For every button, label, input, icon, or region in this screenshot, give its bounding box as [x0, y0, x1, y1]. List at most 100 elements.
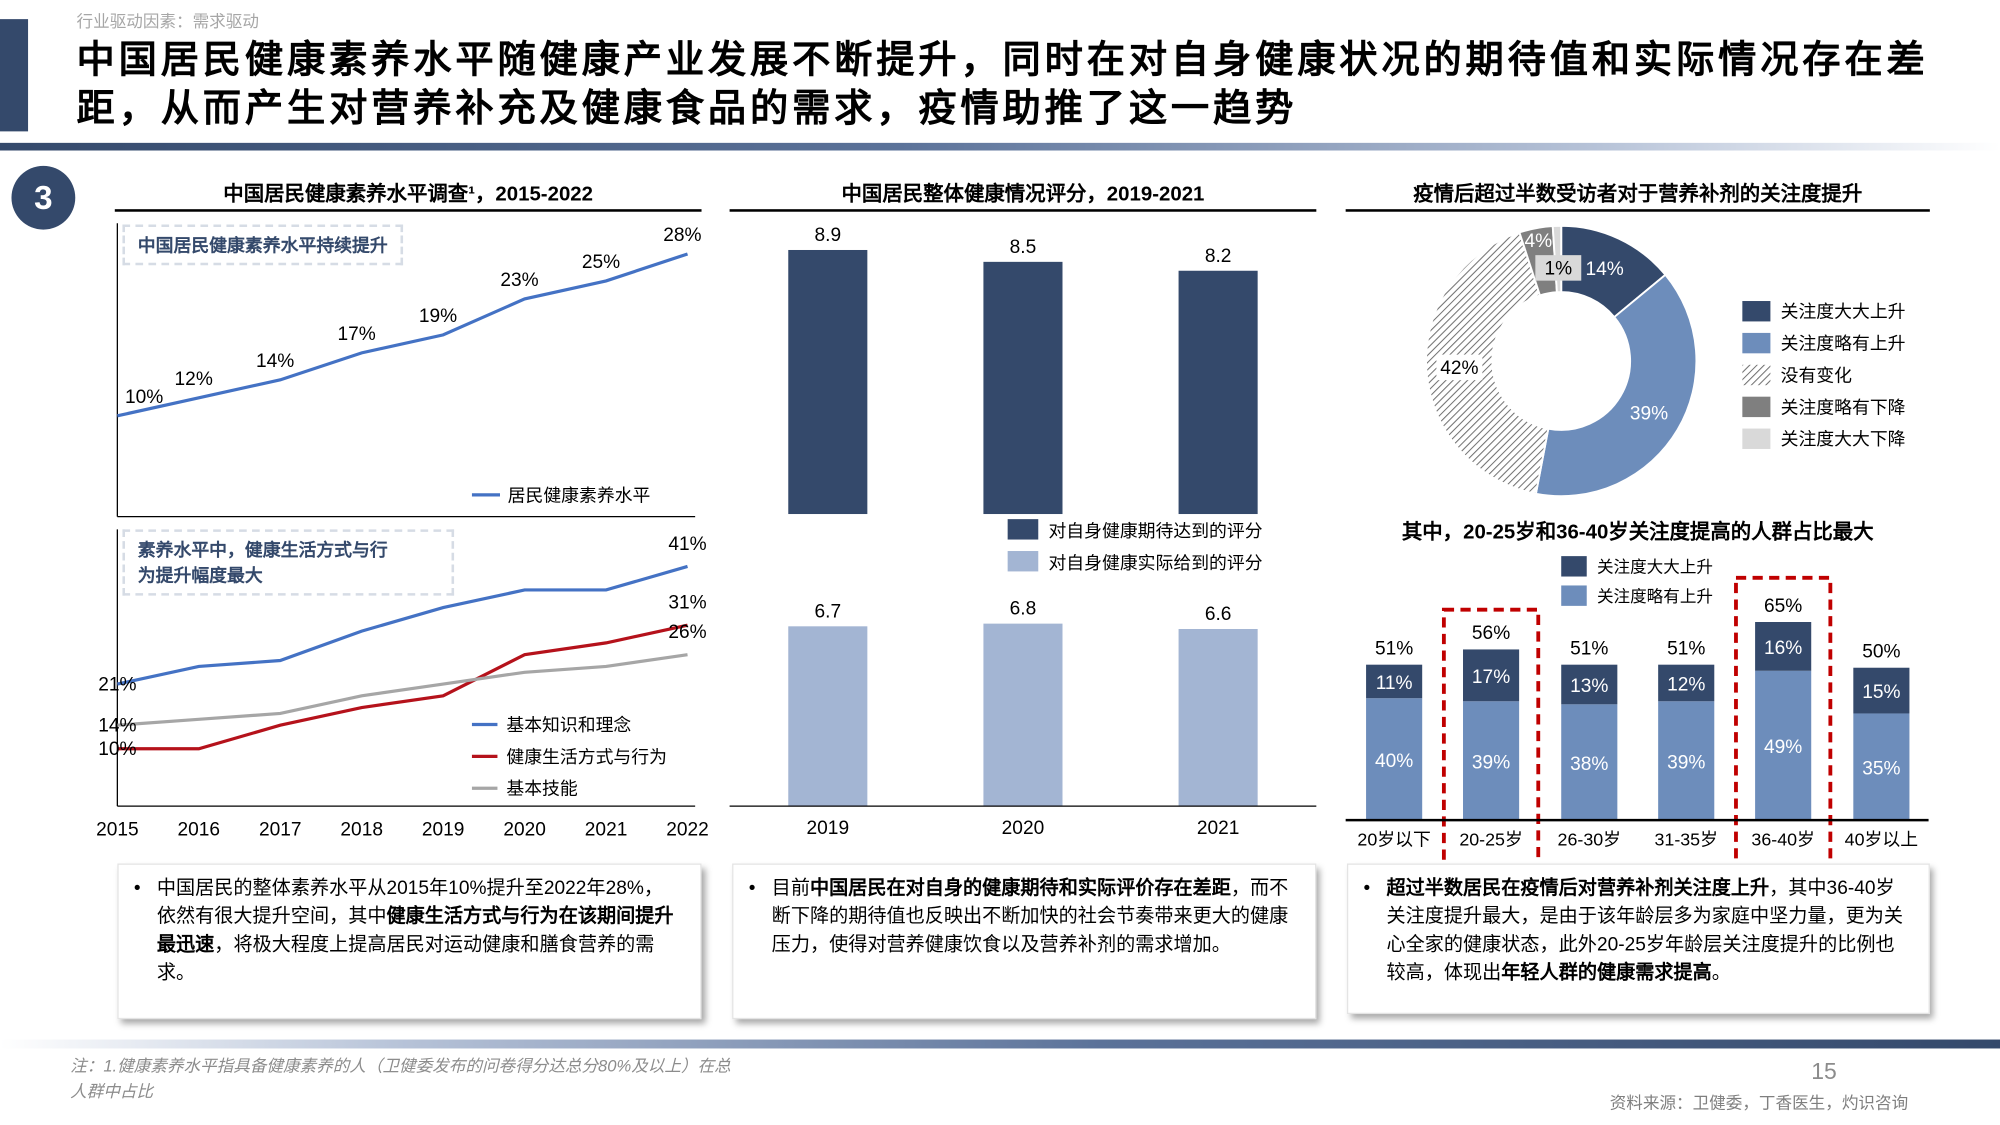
label-background — [1436, 354, 1483, 381]
start-label: 21% — [98, 674, 136, 695]
body-text: ，而不断下降的期待值也反映出不断加快的社会节奏带来更大的健康压力，使得对营养健康… — [771, 877, 1289, 956]
data-label: 25% — [582, 252, 620, 273]
total-label: 56% — [1472, 623, 1510, 644]
start-label: 14% — [98, 716, 136, 737]
stacked-bar-segment — [1853, 713, 1910, 821]
legend-swatch — [1561, 556, 1587, 577]
x-tick-label: 2018 — [340, 819, 383, 840]
label-background — [1535, 255, 1582, 281]
total-label: 51% — [1570, 638, 1608, 659]
segment-label: 39% — [1472, 752, 1510, 773]
x-tick-label: 2020 — [1002, 818, 1045, 839]
segment-label: 12% — [1667, 675, 1705, 696]
legend-label: 没有变化 — [1781, 365, 1853, 385]
segment-label: 16% — [1764, 638, 1802, 659]
series-line — [117, 564, 688, 686]
page-title-line2: 距，从而产生对营养补充及健康食品的需求，疫情助推了这一趋势 — [76, 88, 1298, 131]
insight-text-1: 中国居民的整体素养水平从2015年10%提升至2022年28%，依然有很大提升空… — [134, 875, 677, 987]
footnote-line1: 注：1.健康素养水平指具备健康素养的人（卫健委发布的问卷得分达总分80%及以上）… — [70, 1056, 731, 1076]
legend-swatch — [1007, 519, 1039, 540]
charts-canvas: 10% 12% 14% 17% 19% 23% 25% 28% 居民健康素养水平 21% 41% 基本… — [96, 223, 1929, 875]
legend-swatch — [1742, 364, 1771, 386]
footnote-line2: 人群中占比 — [70, 1081, 154, 1101]
body-text: 目前 — [771, 877, 810, 900]
stacked-bar-segment — [1561, 664, 1618, 705]
source-note: 资料来源：卫健委，丁香医生，灼识咨询 — [1609, 1093, 1909, 1113]
segment-label: 15% — [1862, 682, 1900, 703]
slice-label: 39% — [1630, 403, 1668, 424]
bar-actual — [983, 623, 1063, 807]
stacked-bar-segment — [1463, 701, 1520, 821]
stacked-bar-segment — [1853, 667, 1910, 714]
legend-swatch — [1742, 396, 1771, 418]
segment-label: 11% — [1376, 673, 1413, 694]
middle-panel-underline — [729, 209, 1317, 212]
slice-label: 42% — [1440, 358, 1478, 379]
insight-box-1: 中国居民的整体素养水平从2015年10%提升至2022年28%，依然有很大提升空… — [117, 863, 702, 1020]
insight-text-2: 目前中国居民在对自身的健康期待和实际评价存在差距，而不断下降的期待值也反映出不断… — [749, 875, 1292, 959]
x-tick-label: 2019 — [807, 818, 850, 839]
legend-label: 关注度大大上升 — [1781, 302, 1906, 322]
stacked-bar-segment — [1658, 701, 1715, 821]
stacked-bar-segment — [1755, 622, 1812, 671]
stacked-bar-segment — [1755, 670, 1812, 821]
start-label: 10% — [98, 739, 136, 760]
legend-label: 基本技能 — [506, 779, 578, 799]
x-tick-label: 20-25岁 — [1459, 830, 1522, 850]
x-tick-label: 40岁以上 — [1845, 830, 1918, 850]
legend-swatch — [1561, 585, 1587, 606]
page-title-line1: 中国居民健康素养水平随健康产业发展不断提升，同时在对自身健康状况的期待值和实际情… — [76, 39, 1929, 82]
right-panel-underline — [1345, 209, 1930, 212]
series-line — [117, 623, 688, 751]
legend-swatch — [1742, 428, 1771, 449]
x-tick-label: 2020 — [503, 819, 546, 840]
body-text: 。 — [1711, 961, 1731, 984]
total-label: 51% — [1667, 638, 1705, 659]
donut-slice — [1534, 273, 1698, 498]
legend-label: 关注度略有上升 — [1597, 587, 1713, 606]
breadcrumb: 行业驱动因素：需求驱动 — [76, 11, 259, 31]
segment-label: 40% — [1375, 751, 1413, 772]
x-tick-label: 2022 — [666, 819, 709, 840]
middle-panel-title: 中国居民整体健康情况评分，2019-2021 — [841, 183, 1205, 206]
body-text: ，其中36-40岁关注度提升最大，是由于该年龄层多为家庭中坚力量，更为关心全家的… — [1386, 877, 1904, 984]
stacked-bar-segment — [1463, 649, 1520, 702]
legend-label: 基本知识和理念 — [506, 714, 631, 735]
legend-label: 健康生活方式与行为 — [506, 747, 667, 767]
end-label: 26% — [668, 622, 706, 643]
section-number-badge: 3 — [11, 165, 76, 230]
segment-label: 49% — [1764, 737, 1802, 758]
data-label: 14% — [256, 351, 294, 372]
stacked-bar-segment — [1658, 664, 1715, 702]
segment-label: 39% — [1667, 752, 1705, 773]
title-accent-bar — [0, 19, 29, 132]
right-panel-subtitle: 其中，20-25岁和36-40岁关注度提高的人群占比最大 — [1401, 521, 1874, 544]
data-label: 12% — [175, 369, 213, 390]
legend-swatch — [1007, 551, 1039, 572]
callout-line2: 为提升幅度最大 — [137, 565, 263, 586]
bar-expected — [983, 261, 1063, 515]
legend-label: 居民健康素养水平 — [508, 485, 651, 505]
bar-expected — [1178, 270, 1258, 515]
x-tick-label: 2015 — [96, 819, 139, 840]
legend-label: 关注度大大上升 — [1597, 558, 1713, 577]
total-label: 51% — [1375, 638, 1413, 659]
x-tick-label: 2021 — [585, 819, 628, 840]
slice-label: 4% — [1524, 231, 1552, 252]
x-tick-label: 2019 — [422, 819, 465, 840]
slice-label: 14% — [1586, 259, 1624, 280]
data-label: 28% — [663, 225, 701, 246]
x-tick-label: 20岁以下 — [1357, 830, 1430, 850]
insight-box-3: 超过半数居民在疫情后对营养补剂关注度上升，其中36-40岁关注度提升最大，是由于… — [1346, 863, 1930, 1015]
series-line-literacy — [117, 252, 689, 418]
highlight-text: 年轻人群的健康需求提高 — [1501, 961, 1712, 984]
data-label: 19% — [419, 306, 457, 327]
x-tick-label: 2021 — [1197, 818, 1240, 839]
data-label: 23% — [500, 270, 538, 291]
bar-value-label: 6.6 — [1205, 604, 1232, 625]
segment-label: 35% — [1862, 758, 1900, 779]
body-text: ，将极大程度上提高居民对运动健康和膳食营养的需求。 — [156, 933, 655, 984]
legend-label: 关注度略有上升 — [1781, 333, 1906, 353]
footer-divider — [0, 1039, 2000, 1049]
